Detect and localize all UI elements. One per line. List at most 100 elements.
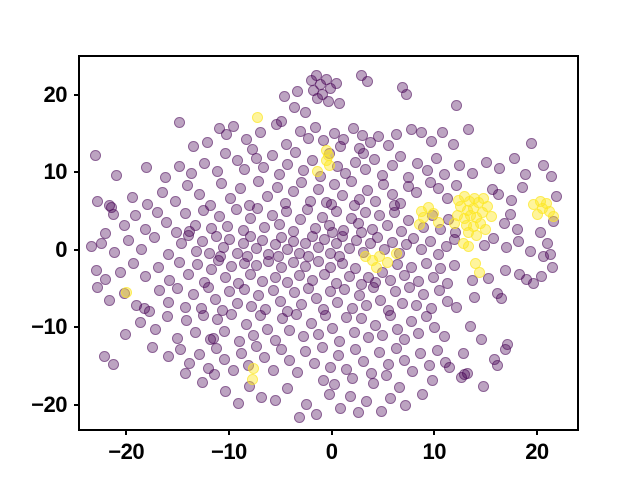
scatter-point-purple xyxy=(196,235,208,247)
scatter-point-purple xyxy=(444,362,456,374)
scatter-point-purple xyxy=(406,315,418,327)
scatter-point-purple xyxy=(306,154,318,166)
scatter-point-purple xyxy=(180,367,192,379)
scatter-point-yellow xyxy=(248,363,260,375)
scatter-point-yellow xyxy=(547,211,559,223)
scatter-point-purple xyxy=(416,127,428,139)
scatter-point-purple xyxy=(303,132,315,144)
scatter-point-yellow xyxy=(462,241,474,253)
y-tick-label: −20 xyxy=(31,391,67,417)
scatter-point-purple xyxy=(231,297,243,309)
scatter-point-purple xyxy=(499,265,511,277)
scatter-point-purple xyxy=(100,228,112,240)
scatter-point-purple xyxy=(442,193,454,205)
scatter-point-purple xyxy=(347,122,359,134)
scatter-point-purple xyxy=(332,297,344,309)
scatter-point-purple xyxy=(189,327,201,339)
scatter-point-purple xyxy=(252,203,264,215)
scatter-point-purple xyxy=(226,308,238,320)
scatter-point-purple xyxy=(267,284,279,296)
scatter-point-purple xyxy=(141,162,153,174)
scatter-point-purple xyxy=(343,242,355,254)
scatter-point-purple xyxy=(408,232,420,244)
scatter-point-purple xyxy=(415,348,427,360)
scatter-point-purple xyxy=(359,207,371,219)
scatter-point-purple xyxy=(275,343,287,355)
scatter-point-purple xyxy=(386,160,398,171)
scatter-point-purple xyxy=(433,284,445,296)
scatter-point-purple xyxy=(174,160,186,172)
y-tick-mark xyxy=(74,93,78,96)
scatter-point-purple xyxy=(220,272,232,284)
scatter-point-purple xyxy=(494,163,506,175)
scatter-point-purple xyxy=(417,388,429,400)
scatter-point-purple xyxy=(411,300,423,312)
scatter-point-purple xyxy=(498,218,510,230)
scatter-point-purple xyxy=(227,121,239,133)
scatter-point-purple xyxy=(466,167,478,179)
scatter-point-yellow xyxy=(532,208,544,220)
scatter-point-purple xyxy=(382,359,394,371)
scatter-point-purple xyxy=(188,141,200,153)
x-tick-label: −20 xyxy=(108,439,145,464)
scatter-point-yellow xyxy=(120,287,132,299)
scatter-point-purple xyxy=(302,204,314,216)
scatter-point-purple xyxy=(448,139,460,151)
scatter-points-layer xyxy=(80,57,577,429)
scatter-point-purple xyxy=(442,277,454,289)
scatter-point-purple xyxy=(191,259,203,271)
scatter-point-purple xyxy=(280,205,292,217)
scatter-point-purple xyxy=(298,164,310,176)
scatter-point-purple xyxy=(226,260,238,272)
scatter-point-purple xyxy=(407,366,419,378)
scatter-point-purple xyxy=(197,309,209,321)
plot-area xyxy=(78,55,579,431)
scatter-point-purple xyxy=(118,220,130,232)
scatter-point-purple xyxy=(479,239,491,251)
scatter-point-purple xyxy=(273,168,285,180)
scatter-point-purple xyxy=(368,281,380,293)
scatter-point-purple xyxy=(176,238,188,250)
scatter-point-yellow xyxy=(311,166,323,178)
x-tick-mark xyxy=(227,431,230,435)
scatter-point-yellow xyxy=(381,256,393,268)
scatter-point-purple xyxy=(255,127,267,139)
scatter-point-purple xyxy=(231,247,243,259)
scatter-point-purple xyxy=(251,153,263,165)
scatter-point-purple xyxy=(210,294,222,306)
scatter-point-purple xyxy=(213,255,225,267)
scatter-point-purple xyxy=(295,214,307,226)
scatter-point-purple xyxy=(386,236,398,248)
scatter-point-purple xyxy=(111,170,123,182)
scatter-point-purple xyxy=(237,237,249,249)
scatter-point-purple xyxy=(393,382,405,394)
scatter-point-purple xyxy=(343,270,355,282)
scatter-point-yellow xyxy=(324,160,336,171)
scatter-point-purple xyxy=(368,377,380,389)
scatter-point-purple xyxy=(355,313,367,325)
scatter-point-purple xyxy=(272,251,284,263)
scatter-point-purple xyxy=(220,386,232,398)
scatter-point-purple xyxy=(193,189,205,201)
scatter-point-purple xyxy=(512,235,524,247)
scatter-point-purple xyxy=(550,191,562,202)
scatter-point-purple xyxy=(278,91,290,103)
scatter-point-purple xyxy=(346,302,358,314)
scatter-point-purple xyxy=(142,198,154,210)
scatter-point-purple xyxy=(251,259,263,271)
scatter-point-purple xyxy=(294,270,306,282)
scatter-point-purple xyxy=(91,281,103,293)
scatter-point-purple xyxy=(161,311,173,323)
scatter-point-purple xyxy=(180,301,192,313)
scatter-point-purple xyxy=(224,233,236,245)
scatter-point-purple xyxy=(183,268,195,280)
scatter-point-purple xyxy=(275,232,287,244)
scatter-point-purple xyxy=(233,335,245,347)
scatter-point-purple xyxy=(129,210,141,222)
scatter-point-purple xyxy=(205,263,217,275)
scatter-point-purple xyxy=(390,129,402,140)
scatter-point-purple xyxy=(404,282,416,294)
scatter-point-purple xyxy=(403,180,415,192)
scatter-point-purple xyxy=(267,364,279,376)
scatter-point-yellow xyxy=(449,218,461,230)
